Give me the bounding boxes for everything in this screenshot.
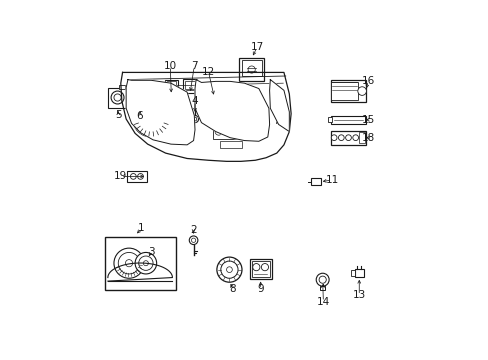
Bar [184, 81, 195, 89]
Circle shape [242, 128, 249, 135]
Bar [239, 58, 264, 81]
Circle shape [226, 267, 232, 273]
Circle shape [162, 131, 167, 137]
Text: 2: 2 [190, 225, 197, 235]
Bar [204, 86, 212, 94]
Circle shape [221, 261, 238, 278]
Bar [249, 258, 271, 279]
Bar [217, 100, 244, 118]
Bar [119, 85, 125, 89]
Circle shape [316, 273, 328, 286]
Text: 17: 17 [250, 42, 263, 52]
Bar [310, 178, 321, 185]
Text: 11: 11 [325, 175, 338, 185]
Circle shape [330, 135, 336, 140]
Bar [215, 99, 245, 119]
Circle shape [118, 252, 140, 274]
Circle shape [125, 260, 132, 267]
Circle shape [135, 252, 156, 274]
Bar [105, 237, 176, 291]
Text: 12: 12 [202, 67, 215, 77]
Circle shape [338, 135, 344, 140]
Text: 19: 19 [114, 171, 127, 181]
Circle shape [189, 236, 198, 244]
Bar [331, 116, 365, 124]
Text: 8: 8 [229, 284, 236, 294]
Circle shape [147, 114, 155, 123]
Circle shape [224, 128, 231, 135]
Bar [327, 117, 331, 122]
Circle shape [247, 66, 255, 73]
Text: 7: 7 [191, 61, 197, 71]
Circle shape [217, 257, 242, 282]
Circle shape [357, 87, 366, 95]
Circle shape [193, 117, 196, 121]
Circle shape [163, 110, 190, 137]
Circle shape [319, 276, 325, 283]
Bar [135, 91, 145, 102]
Text: 4: 4 [191, 96, 198, 106]
Circle shape [167, 114, 186, 133]
Circle shape [278, 118, 282, 122]
Text: 6: 6 [136, 111, 143, 121]
Circle shape [252, 264, 260, 271]
Circle shape [130, 174, 136, 179]
Polygon shape [195, 80, 269, 141]
Bar [354, 269, 363, 277]
Text: 15: 15 [361, 115, 374, 125]
Circle shape [261, 264, 268, 271]
Polygon shape [121, 72, 290, 161]
Bar [330, 80, 366, 102]
Bar [276, 117, 284, 123]
Text: 5: 5 [115, 111, 122, 121]
Circle shape [114, 248, 144, 278]
Text: 13: 13 [352, 291, 365, 301]
Text: 3: 3 [148, 247, 154, 257]
Bar [220, 140, 241, 148]
Circle shape [191, 238, 195, 242]
Bar [358, 132, 365, 143]
Circle shape [215, 128, 222, 135]
Bar [133, 90, 147, 107]
Bar [212, 124, 248, 139]
Circle shape [114, 94, 121, 101]
Bar [241, 60, 261, 76]
Text: 9: 9 [257, 284, 264, 294]
Circle shape [132, 100, 169, 137]
Circle shape [345, 135, 351, 140]
Bar [251, 261, 269, 277]
Circle shape [140, 99, 145, 104]
Bar [183, 79, 197, 93]
Bar [166, 81, 176, 91]
Text: 14: 14 [316, 297, 329, 307]
Polygon shape [269, 80, 289, 132]
Bar [127, 171, 146, 182]
Bar [331, 82, 358, 100]
Circle shape [191, 116, 198, 123]
Bar [331, 131, 365, 145]
Bar [164, 80, 178, 95]
Circle shape [137, 105, 164, 132]
Circle shape [173, 120, 180, 127]
Circle shape [143, 261, 148, 266]
Text: 1: 1 [138, 224, 144, 233]
Circle shape [137, 174, 143, 179]
FancyBboxPatch shape [107, 88, 129, 108]
Circle shape [233, 128, 241, 135]
Text: 18: 18 [361, 133, 374, 143]
Circle shape [139, 256, 153, 270]
Circle shape [111, 91, 124, 104]
Bar [320, 286, 325, 291]
Polygon shape [126, 80, 195, 145]
Circle shape [352, 135, 358, 140]
Text: 16: 16 [361, 76, 374, 86]
Text: 10: 10 [163, 61, 177, 71]
Bar [203, 84, 214, 98]
Circle shape [160, 129, 169, 139]
Bar [350, 270, 354, 276]
